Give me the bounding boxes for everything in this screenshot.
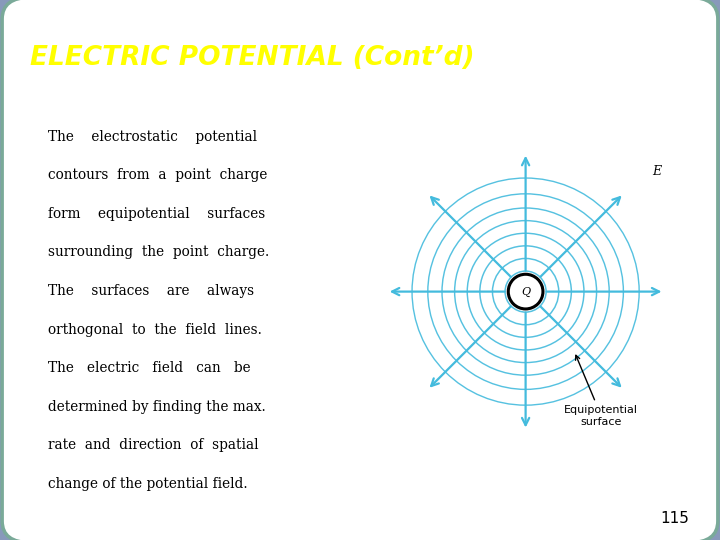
Text: Equipotential
surface: Equipotential surface <box>564 355 639 427</box>
Text: change of the potential field.: change of the potential field. <box>48 477 248 491</box>
Text: form    equipotential    surfaces: form equipotential surfaces <box>48 207 265 221</box>
Text: rate  and  direction  of  spatial: rate and direction of spatial <box>48 438 258 452</box>
Text: The   electric   field   can   be: The electric field can be <box>48 361 251 375</box>
Circle shape <box>508 274 543 309</box>
Text: 115: 115 <box>661 511 690 526</box>
Text: The    electrostatic    potential: The electrostatic potential <box>48 130 257 144</box>
Text: surrounding  the  point  charge.: surrounding the point charge. <box>48 246 269 260</box>
Text: The    surfaces    are    always: The surfaces are always <box>48 284 254 298</box>
Text: determined by finding the max.: determined by finding the max. <box>48 400 266 414</box>
Text: contours  from  a  point  charge: contours from a point charge <box>48 168 267 183</box>
Text: ELECTRIC POTENTIAL (Cont’d): ELECTRIC POTENTIAL (Cont’d) <box>30 44 475 71</box>
Text: Q: Q <box>521 287 530 296</box>
Text: E: E <box>652 165 661 178</box>
Text: orthogonal  to  the  field  lines.: orthogonal to the field lines. <box>48 322 262 336</box>
